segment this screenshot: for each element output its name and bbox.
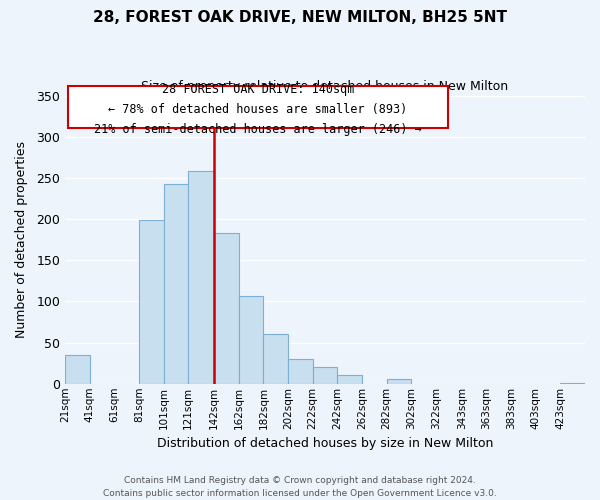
Bar [239, 296, 263, 384]
Bar [214, 233, 239, 384]
Bar [288, 359, 313, 384]
X-axis label: Distribution of detached houses by size in New Milton: Distribution of detached houses by size … [157, 437, 493, 450]
Text: 28 FOREST OAK DRIVE: 140sqm
← 78% of detached houses are smaller (893)
21% of se: 28 FOREST OAK DRIVE: 140sqm ← 78% of det… [94, 84, 422, 136]
Bar [188, 172, 214, 384]
Title: Size of property relative to detached houses in New Milton: Size of property relative to detached ho… [142, 80, 509, 93]
Bar [263, 334, 288, 384]
Y-axis label: Number of detached properties: Number of detached properties [15, 141, 28, 338]
Bar [139, 220, 164, 384]
Bar [337, 374, 362, 384]
Bar [313, 368, 337, 384]
Text: Contains HM Land Registry data © Crown copyright and database right 2024.
Contai: Contains HM Land Registry data © Crown c… [103, 476, 497, 498]
FancyBboxPatch shape [68, 86, 448, 128]
Bar [164, 184, 188, 384]
Text: 28, FOREST OAK DRIVE, NEW MILTON, BH25 5NT: 28, FOREST OAK DRIVE, NEW MILTON, BH25 5… [93, 10, 507, 25]
Bar [65, 355, 90, 384]
Bar [560, 383, 585, 384]
Bar [386, 379, 411, 384]
